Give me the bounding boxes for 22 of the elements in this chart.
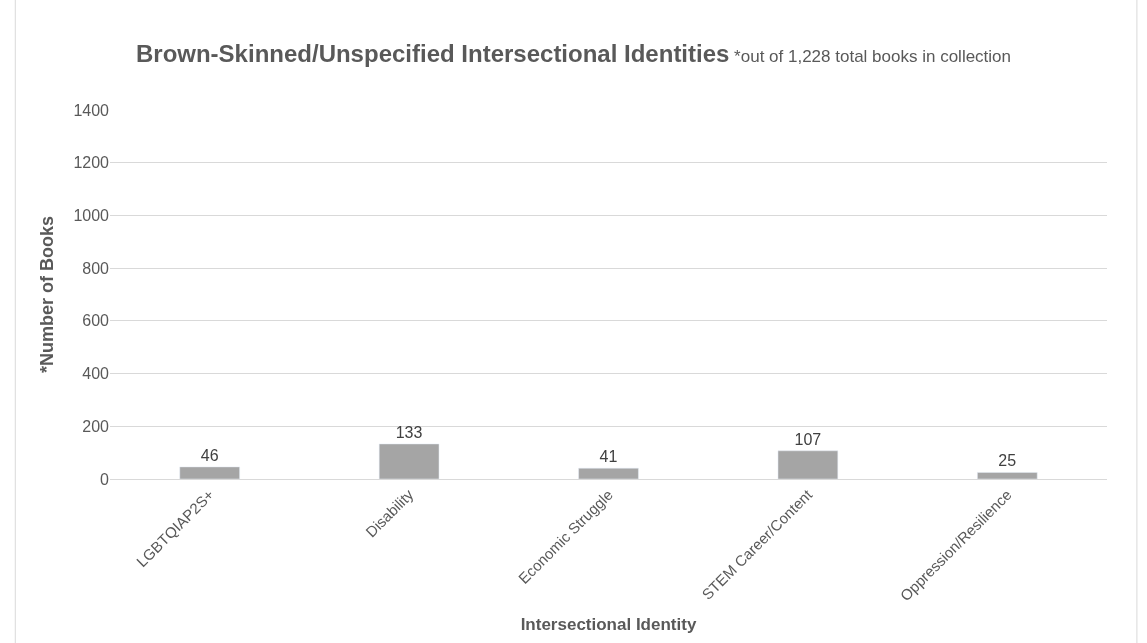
data-label: 41 [599, 448, 618, 466]
data-label: 25 [998, 452, 1017, 470]
y-tick-label: 1000 [73, 207, 110, 225]
bar [777, 450, 839, 479]
bar [578, 467, 639, 479]
x-axis-title: Intersectional Identity [520, 615, 697, 635]
chart-subtitle: *out of 1,228 total books in collection [729, 46, 1012, 66]
y-tick-label: 1200 [73, 154, 110, 172]
data-label: 46 [200, 446, 219, 464]
bar [179, 466, 240, 479]
bar [378, 443, 440, 479]
data-label: 133 [395, 423, 423, 441]
chart-title: Brown-Skinned/Unspecified Intersectional Identities [135, 39, 730, 67]
y-tick-label: 200 [82, 417, 110, 435]
y-tick-label: 0 [100, 470, 110, 488]
y-tick-label: 600 [82, 312, 110, 330]
y-axis-title: *Number of Books [36, 215, 57, 374]
data-label: 107 [794, 430, 822, 448]
y-tick-label: 1400 [73, 101, 110, 119]
y-tick-label: 400 [82, 365, 110, 383]
bar [977, 472, 1038, 479]
y-tick-label: 800 [82, 259, 110, 277]
